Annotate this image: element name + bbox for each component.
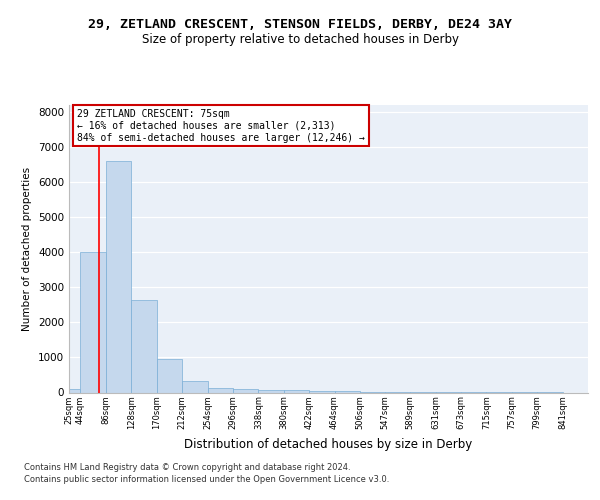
Text: Size of property relative to detached houses in Derby: Size of property relative to detached ho… <box>142 32 458 46</box>
X-axis label: Distribution of detached houses by size in Derby: Distribution of detached houses by size … <box>184 438 473 450</box>
Bar <box>259 390 284 392</box>
Text: 29 ZETLAND CRESCENT: 75sqm
← 16% of detached houses are smaller (2,313)
84% of s: 29 ZETLAND CRESCENT: 75sqm ← 16% of deta… <box>77 110 365 142</box>
Bar <box>69 389 80 392</box>
Bar <box>80 252 106 392</box>
Bar <box>208 388 233 392</box>
Bar <box>157 359 182 392</box>
Bar <box>309 390 335 392</box>
Text: Contains public sector information licensed under the Open Government Licence v3: Contains public sector information licen… <box>24 475 389 484</box>
Bar <box>106 161 131 392</box>
Bar <box>131 300 157 392</box>
Y-axis label: Number of detached properties: Number of detached properties <box>22 166 32 331</box>
Text: 29, ZETLAND CRESCENT, STENSON FIELDS, DERBY, DE24 3AY: 29, ZETLAND CRESCENT, STENSON FIELDS, DE… <box>88 18 512 30</box>
Bar <box>233 389 259 392</box>
Bar <box>284 390 309 392</box>
Text: Contains HM Land Registry data © Crown copyright and database right 2024.: Contains HM Land Registry data © Crown c… <box>24 462 350 471</box>
Bar <box>182 381 208 392</box>
